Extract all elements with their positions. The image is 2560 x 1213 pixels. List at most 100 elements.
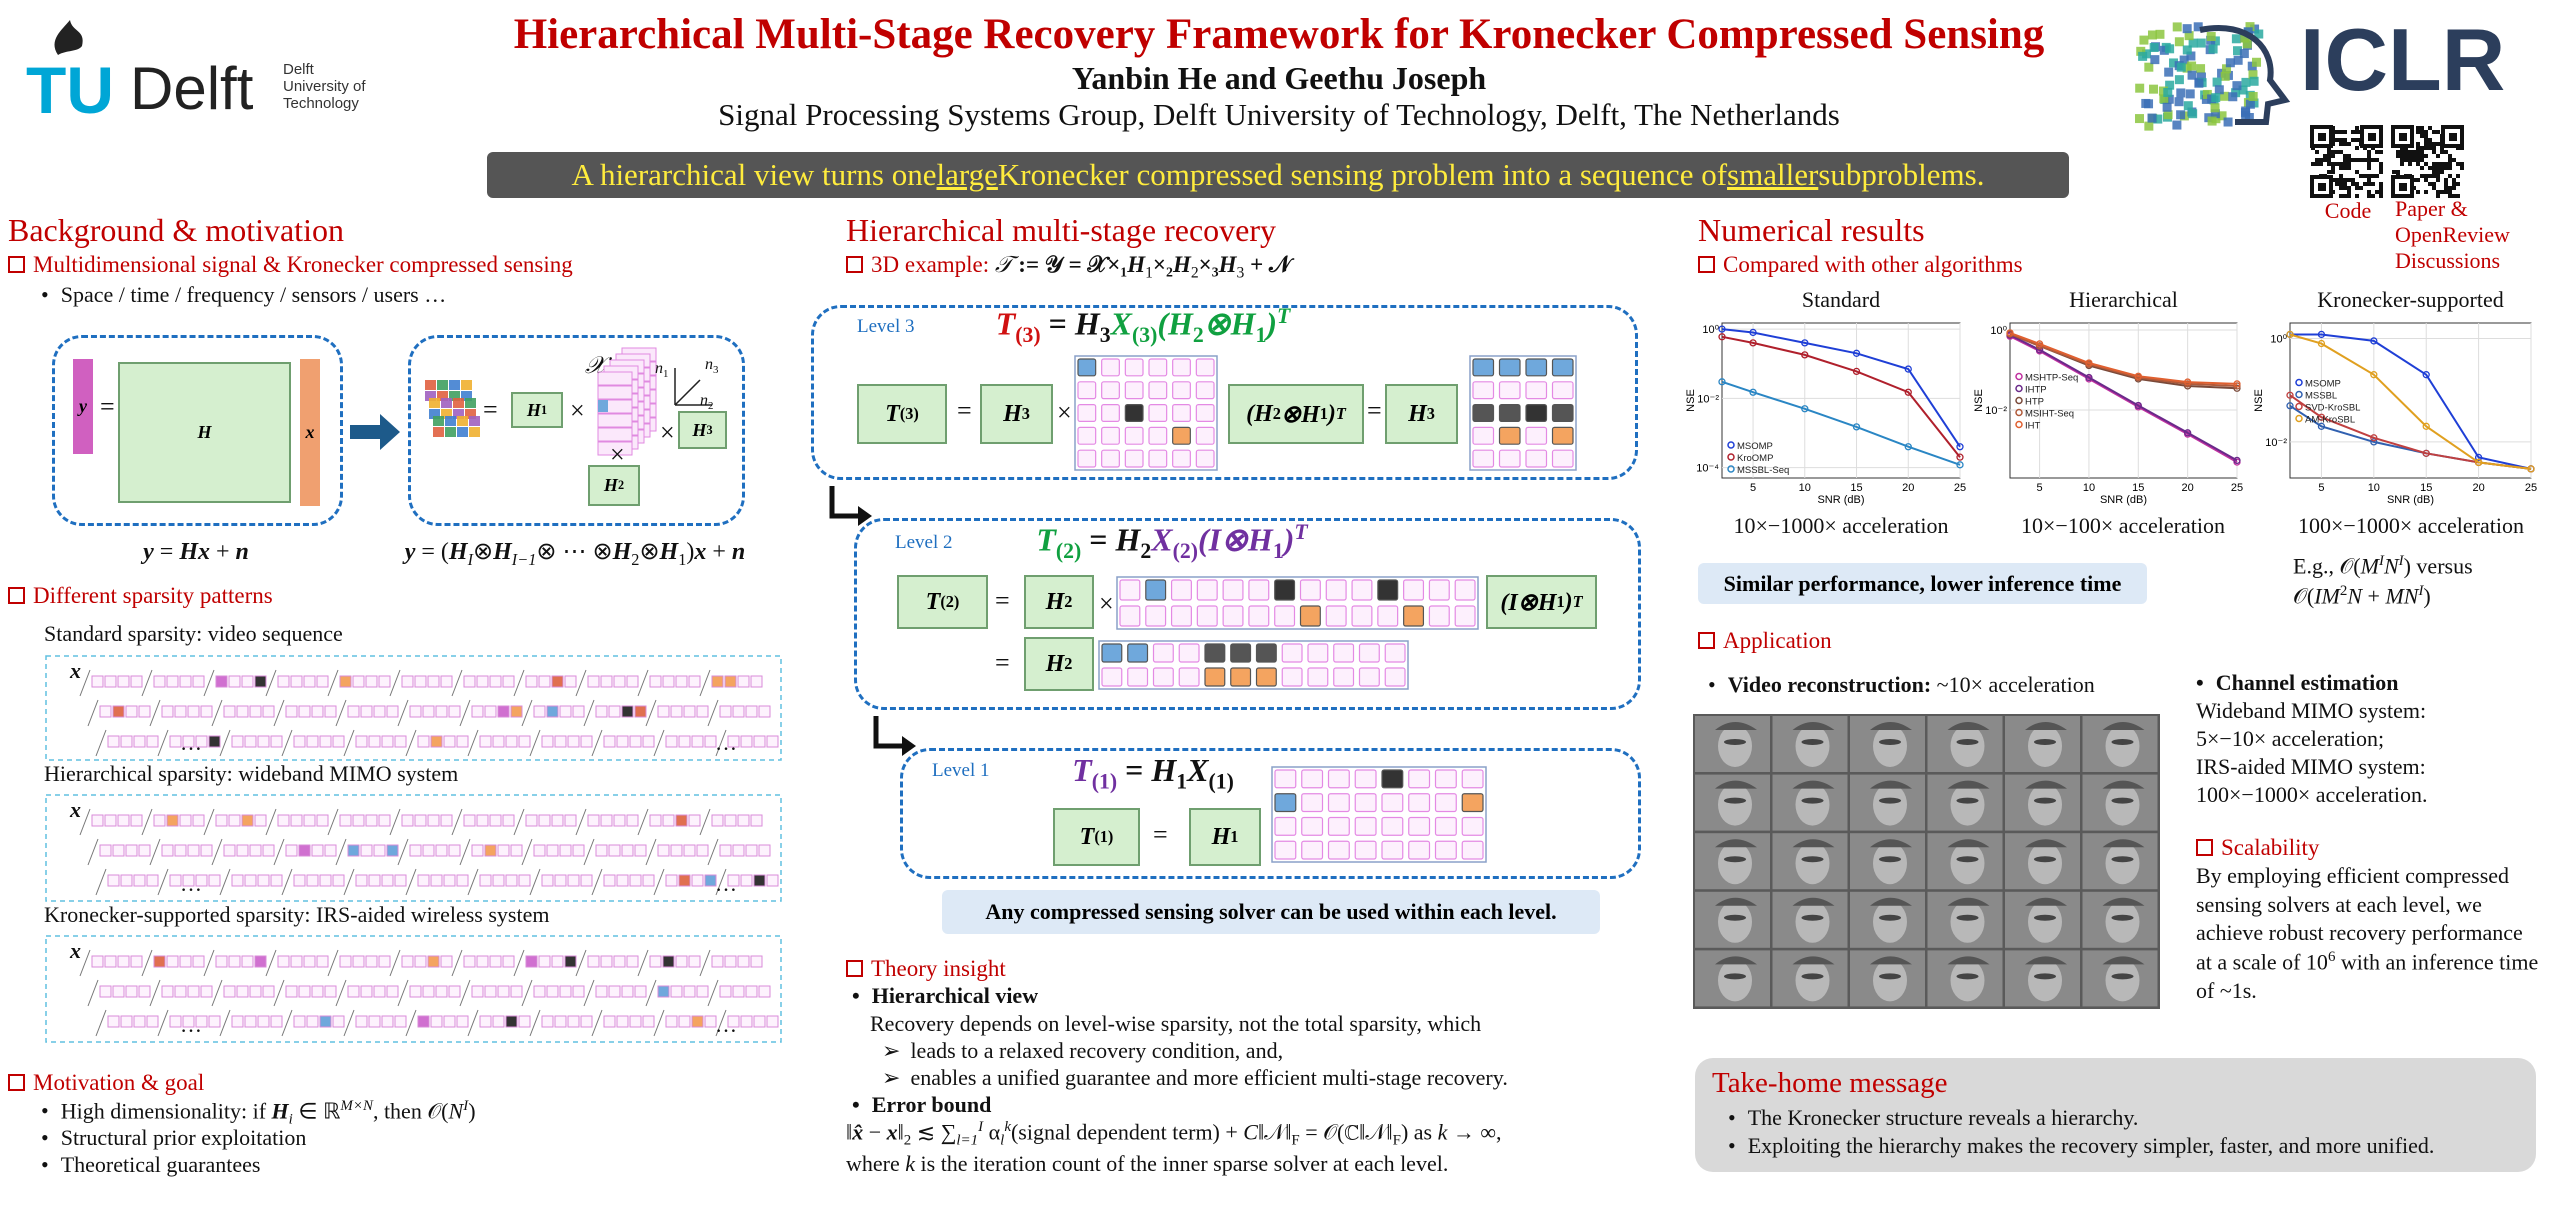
iclr-pixel xyxy=(2241,106,2251,116)
series-line xyxy=(2289,333,2532,470)
panel-cell xyxy=(603,874,616,887)
legend-marker xyxy=(2295,390,2303,399)
text-run: (H xyxy=(1157,305,1193,342)
grid-cell xyxy=(1248,605,1270,627)
qr-module xyxy=(2379,170,2383,174)
grid-cell xyxy=(1230,643,1252,663)
panel-cell xyxy=(195,1015,208,1028)
grid-cell xyxy=(1145,579,1167,601)
text-run: 1 xyxy=(678,549,687,569)
text-run: 1 xyxy=(1319,404,1328,423)
video-eyes xyxy=(1801,973,1824,980)
qr-module xyxy=(2416,162,2420,166)
text-run: 3 xyxy=(1099,323,1111,348)
panel-cell xyxy=(696,705,709,718)
panel-stroke xyxy=(699,949,711,977)
text-run: N xyxy=(448,1098,464,1124)
panel-cell xyxy=(502,955,515,968)
qr-module xyxy=(2436,166,2440,170)
ops: = xyxy=(995,648,1010,677)
iclr-pixel xyxy=(2241,77,2251,87)
video-eyes xyxy=(1879,856,1901,863)
qr-module xyxy=(2424,174,2428,178)
video-face xyxy=(1873,959,1907,1002)
panel-cell xyxy=(99,705,112,718)
panel-cell xyxy=(456,1015,469,1028)
series-marker xyxy=(2184,429,2192,437)
text-run: (2) xyxy=(1172,539,1198,564)
text-run: (3) xyxy=(899,404,919,423)
legend-marker xyxy=(2295,402,2303,411)
grid-cell xyxy=(1307,667,1329,687)
iclr-pixel xyxy=(2206,32,2216,42)
title: Standard xyxy=(1801,287,1881,312)
video-eyes xyxy=(2034,973,2056,980)
grid-cell xyxy=(1358,667,1380,687)
panel-cell xyxy=(378,675,391,688)
video-face xyxy=(1950,842,1985,885)
grid-cell xyxy=(1148,426,1168,445)
panel-stroke xyxy=(95,1009,107,1037)
text-run: ‖ xyxy=(846,1119,853,1145)
panel-cell xyxy=(587,955,600,968)
qr-module xyxy=(2424,162,2428,166)
text-run: (I⊗H xyxy=(1198,521,1273,558)
grid-cell xyxy=(1172,358,1191,377)
qr-module xyxy=(2367,194,2371,198)
color-cube xyxy=(441,398,452,408)
text-run: (I⊗H xyxy=(1500,589,1557,616)
panel-cell xyxy=(642,874,655,887)
x-tick-label: 15 xyxy=(1850,482,1862,494)
text-run: T xyxy=(925,588,941,615)
y-tick-label: 10⁻² xyxy=(1985,405,2007,417)
label: x xyxy=(70,797,81,823)
panel-stroke xyxy=(575,949,587,977)
panel-cell xyxy=(727,1015,740,1028)
text-run: M×N xyxy=(340,1098,373,1114)
qr-module xyxy=(2416,142,2420,146)
heading: Hierarchical multi-stage recovery xyxy=(846,212,1276,248)
panel-cell xyxy=(580,735,593,748)
series-marker xyxy=(2134,372,2142,380)
panel-cell xyxy=(381,735,394,748)
text-run: ×₃ xyxy=(1198,252,1219,277)
qr-module xyxy=(2412,154,2416,158)
color-cube xyxy=(437,380,448,390)
qr-module xyxy=(2448,158,2452,162)
qr-module xyxy=(2412,158,2416,162)
color-cube xyxy=(437,391,448,401)
iclr-pixel xyxy=(2159,45,2169,55)
panel-cell xyxy=(448,985,461,998)
panel-stroke xyxy=(343,729,355,757)
legend-marker xyxy=(1727,465,1735,473)
panel-cell xyxy=(130,675,143,688)
panel-cell xyxy=(479,874,492,887)
panel-cell xyxy=(678,1015,691,1028)
panel-cell xyxy=(497,844,510,857)
qr-module xyxy=(2351,158,2355,162)
qr-module xyxy=(2331,166,2335,170)
bullet: Space / time / frequency / sensors / use… xyxy=(41,282,447,308)
bound-title: Error bound xyxy=(852,1092,992,1118)
grid-cell xyxy=(1255,667,1277,687)
panel-cell xyxy=(678,874,691,887)
video-hat xyxy=(2025,780,2067,789)
text-run: ⊗H xyxy=(1203,305,1256,342)
qr-module xyxy=(2444,178,2448,182)
panel-stroke xyxy=(335,699,347,727)
qr-module xyxy=(2339,138,2343,142)
qr-module xyxy=(2444,162,2448,166)
qr-module xyxy=(2331,162,2335,166)
iclr-pixel xyxy=(2201,94,2211,104)
panel-stroke xyxy=(405,1009,417,1037)
times: × xyxy=(660,418,675,447)
panel-cell xyxy=(270,1015,283,1028)
grid-cell xyxy=(1434,840,1457,860)
qr-module xyxy=(2367,174,2371,178)
qr-finder-dot xyxy=(2449,133,2457,141)
qr-module xyxy=(2375,190,2379,194)
panel-cell xyxy=(365,814,378,827)
title: Multidimensional signal & Kronecker comp… xyxy=(8,251,573,278)
ops: = xyxy=(957,396,972,425)
eq2: y = (HI⊗HI−1⊗ ⋯ ⊗H2⊗H1)x + n xyxy=(405,538,746,569)
